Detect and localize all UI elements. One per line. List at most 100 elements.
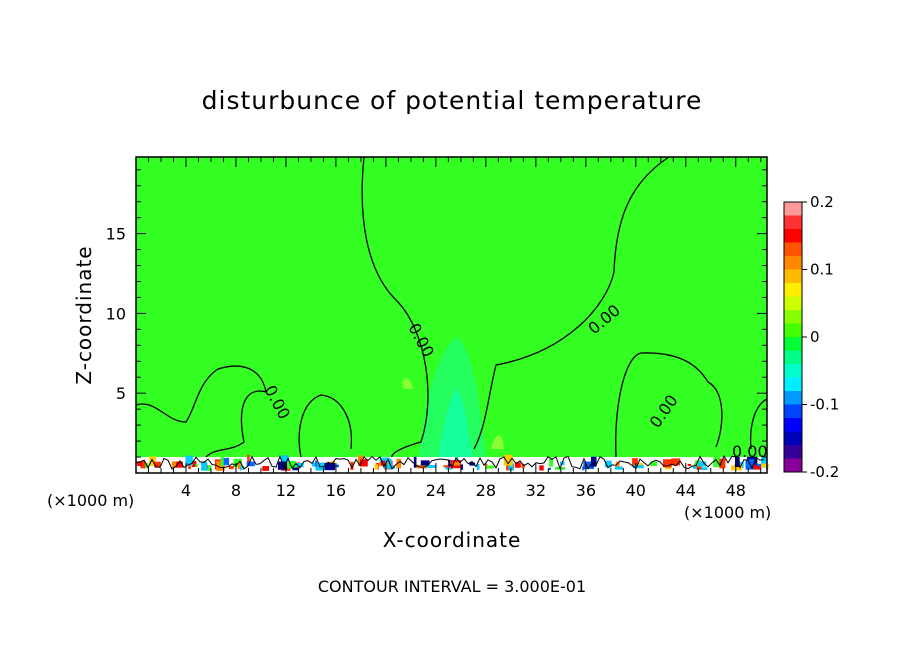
x-axis-label: X-coordinate bbox=[382, 528, 522, 552]
boundary-noise-cell bbox=[262, 466, 270, 471]
colorbar-tick-label: -0.1 bbox=[810, 396, 839, 414]
boundary-noise-cell bbox=[216, 461, 225, 471]
colorbar-tick-label: -0.2 bbox=[810, 463, 839, 481]
contour-line-zero bbox=[298, 394, 353, 458]
contour-line-zero bbox=[615, 352, 723, 458]
boundary-noise-cell bbox=[350, 461, 354, 470]
boundary-noise-cell bbox=[650, 461, 658, 467]
boundary-noise-cell bbox=[671, 458, 681, 466]
field-warm-spot bbox=[402, 378, 413, 389]
boundary-noise-cell bbox=[476, 463, 480, 471]
boundary-noise-cell bbox=[228, 466, 234, 470]
boundary-noise-cell bbox=[734, 457, 740, 468]
boundary-noise-cell bbox=[331, 464, 340, 468]
boundary-noise-cell bbox=[413, 456, 417, 468]
x-tick-label: 40 bbox=[626, 481, 646, 500]
colorbar-tick-label: 0.1 bbox=[810, 261, 834, 279]
boundary-noise-cell bbox=[632, 465, 644, 469]
boundary-noise-cell bbox=[396, 458, 402, 469]
boundary-noise-cell bbox=[240, 465, 245, 470]
y-tick-label: 15 bbox=[106, 225, 126, 244]
boundary-noise-cell bbox=[719, 458, 726, 469]
colorbar-swatch bbox=[784, 215, 802, 230]
boundary-noise-cell bbox=[220, 457, 230, 466]
boundary-noise-cell bbox=[281, 455, 289, 466]
boundary-noise-cell bbox=[753, 465, 761, 470]
boundary-noise-cell bbox=[287, 460, 296, 469]
colorbar-swatch bbox=[784, 377, 802, 392]
boundary-noise-cell bbox=[443, 465, 450, 468]
colorbar-tick-label: 0.2 bbox=[810, 193, 834, 211]
colorbar-swatch bbox=[784, 229, 802, 243]
boundary-noise-cell bbox=[549, 457, 553, 467]
x-tick-label: 24 bbox=[426, 481, 446, 500]
boundary-noise-cell bbox=[315, 460, 318, 467]
contour-line-zero bbox=[749, 398, 768, 450]
x-tick-label: 36 bbox=[576, 481, 596, 500]
y-tick-label: 5 bbox=[116, 384, 126, 403]
boundary-noise-cell bbox=[385, 465, 395, 469]
boundary-noise-cell bbox=[713, 456, 721, 468]
x-unit-left: (×1000 m) bbox=[47, 491, 135, 510]
colorbar-swatch bbox=[784, 242, 802, 257]
boundary-noise-cell bbox=[582, 466, 585, 471]
boundary-noise-cell bbox=[615, 461, 620, 467]
boundary-noise-cell bbox=[753, 464, 756, 468]
boundary-noise-cell bbox=[521, 463, 525, 469]
field-plume-core bbox=[436, 389, 474, 473]
colorbar-swatch bbox=[784, 391, 802, 405]
boundary-noise-cell bbox=[756, 463, 762, 467]
boundary-noise-cell bbox=[583, 461, 594, 469]
boundary-noise-cell bbox=[191, 461, 197, 467]
colorbar-swatch bbox=[784, 283, 802, 297]
x-tick-label: 44 bbox=[676, 481, 696, 500]
contour-label: 0.00 bbox=[732, 442, 768, 461]
colorbar-swatch bbox=[784, 256, 802, 270]
colorbar-swatch bbox=[784, 337, 802, 351]
boundary-noise-cell bbox=[171, 461, 177, 468]
boundary-noise-cell bbox=[292, 467, 299, 471]
boundary-noise-cell bbox=[246, 461, 255, 467]
contour-line-zero bbox=[473, 156, 670, 450]
boundary-noise-cell bbox=[514, 462, 521, 468]
boundary-noise-cell bbox=[761, 457, 768, 468]
colorbar-swatch bbox=[784, 350, 802, 365]
plot-frame bbox=[135, 156, 768, 474]
boundary-noise-cell bbox=[374, 464, 379, 470]
boundary-noise-cell bbox=[732, 464, 743, 471]
y-axis-label: Z-coordinate bbox=[72, 245, 96, 385]
x-tick-label: 12 bbox=[276, 481, 296, 500]
boundary-noise-cell bbox=[137, 461, 143, 467]
boundary-noise-cell bbox=[204, 465, 212, 471]
boundary-noise-cell bbox=[174, 461, 183, 468]
boundary-noise-cell bbox=[731, 465, 734, 471]
boundary-noise-cell bbox=[548, 467, 552, 470]
chart-title: disturbunce of potential temperature bbox=[201, 86, 703, 115]
x-tick-label: 48 bbox=[726, 481, 746, 500]
boundary-noise-cell bbox=[539, 465, 544, 471]
boundary-contour bbox=[135, 454, 765, 471]
colorbar-swatch bbox=[784, 323, 802, 338]
boundary-noise-cell bbox=[695, 460, 701, 467]
colorbar-tick-label: 0 bbox=[810, 328, 820, 346]
colorbar-swatch bbox=[784, 202, 802, 216]
boundary-noise-cell bbox=[426, 465, 437, 469]
x-tick-label: 32 bbox=[526, 481, 546, 500]
boundary-noise-cell bbox=[698, 461, 707, 467]
colorbar-swatch bbox=[784, 458, 802, 473]
colorbar-swatch bbox=[784, 404, 802, 419]
boundary-noise-cell bbox=[324, 462, 336, 471]
contour-line-zero bbox=[135, 365, 267, 458]
x-tick-label: 8 bbox=[231, 481, 241, 500]
colorbar-swatch bbox=[784, 418, 802, 432]
colorbar-swatch bbox=[784, 310, 802, 324]
boundary-noise-cell bbox=[201, 461, 208, 471]
boundary-noise-cell bbox=[696, 465, 702, 470]
boundary-noise-cell bbox=[237, 461, 241, 470]
boundary-noise-cell bbox=[188, 465, 191, 470]
boundary-noise-cell bbox=[277, 461, 287, 470]
x-unit-right: (×1000 m) bbox=[684, 503, 772, 522]
boundary-noise-cell bbox=[220, 456, 224, 467]
x-tick-label: 20 bbox=[376, 481, 396, 500]
